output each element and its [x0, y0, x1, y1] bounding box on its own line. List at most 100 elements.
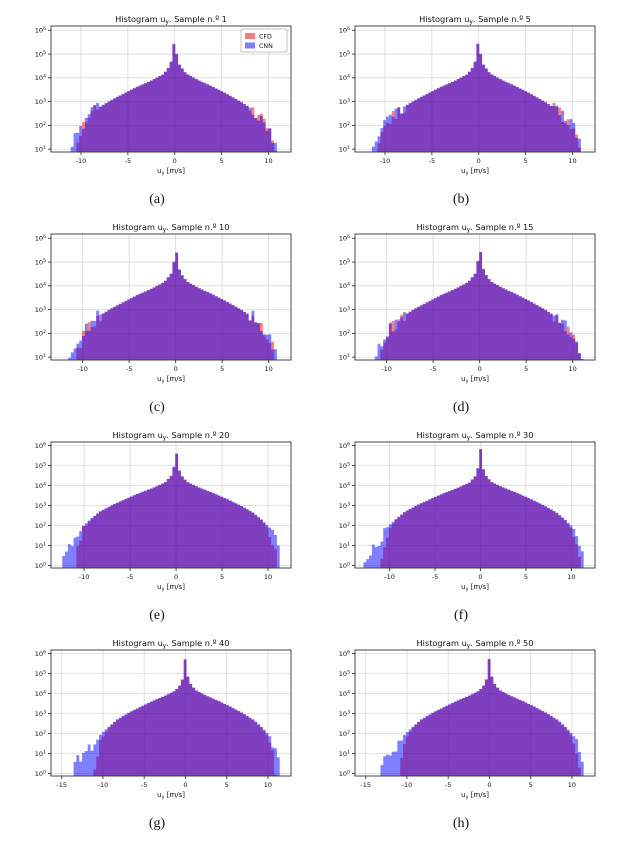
subplot-c-caption: (c)	[149, 400, 165, 415]
svg-text:101: 101	[339, 749, 350, 758]
svg-text:Histogram uy. Sample n.º 30: Histogram uy. Sample n.º 30	[417, 430, 534, 442]
histogram-chart-g: 100 101 102 103 104 105 106 -15 -10 -5 0 5 10 Histogr…	[6, 636, 306, 812]
svg-text:-5: -5	[429, 157, 435, 165]
svg-text:Histogram uy. Sample n.º 50: Histogram uy. Sample n.º 50	[417, 638, 534, 650]
svg-text:102: 102	[339, 329, 350, 338]
figure-row-1: 101 102 103 104 105 106 -10 -5 0 5 10 Histogram uy.…	[6, 12, 619, 220]
svg-text:106: 106	[339, 649, 350, 658]
cnn-legend-swatch	[245, 42, 255, 49]
subplot-e-caption: (e)	[149, 608, 165, 623]
svg-text:uy [m/s]: uy [m/s]	[461, 167, 489, 177]
svg-text:-5: -5	[125, 157, 131, 165]
svg-text:-10: -10	[384, 573, 395, 581]
figure-row-3: 100 101 102 103 104 105 106 -10 -5 0 5 10 Histogram …	[6, 428, 619, 636]
svg-text:10: 10	[264, 781, 272, 789]
svg-text:102: 102	[35, 121, 46, 130]
svg-text:-15: -15	[360, 781, 371, 789]
svg-text:-10: -10	[380, 157, 391, 165]
svg-text:-10: -10	[381, 365, 392, 373]
svg-text:106: 106	[35, 26, 46, 35]
subplot-c: 101 102 103 104 105 106 -10 -5 0 5 10 Histogram uy.…	[6, 220, 308, 428]
svg-text:-10: -10	[402, 781, 413, 789]
svg-text:uy [m/s]: uy [m/s]	[157, 375, 185, 385]
histogram-svg: 101 102 103 104 105 106 -10 -5 0 5 10 Histogram uy.…	[35, 14, 292, 177]
svg-text:-5: -5	[432, 573, 438, 581]
svg-text:106: 106	[35, 649, 46, 658]
svg-text:102: 102	[339, 521, 350, 530]
svg-text:103: 103	[339, 709, 350, 718]
svg-text:-5: -5	[127, 573, 133, 581]
svg-text:101: 101	[35, 541, 46, 550]
svg-text:-10: -10	[98, 781, 109, 789]
svg-text:0: 0	[487, 781, 491, 789]
svg-text:5: 5	[524, 365, 528, 373]
subplot-g: 100 101 102 103 104 105 106 -15 -10 -5 0 5 10 Histogr…	[6, 636, 308, 844]
svg-text:105: 105	[35, 50, 46, 59]
histogram-svg: 101 102 103 104 105 106 -10 -5 0 5 10 Histogram uy.…	[339, 14, 596, 177]
svg-text:104: 104	[339, 282, 350, 291]
subplot-g-caption: (g)	[148, 816, 166, 831]
subplot-b: 101 102 103 104 105 106 -10 -5 0 5 10 Histogram uy.…	[310, 12, 612, 220]
svg-text:uy [m/s]: uy [m/s]	[157, 583, 185, 593]
svg-text:101: 101	[339, 353, 350, 362]
histogram-svg: 101 102 103 104 105 106 -10 -5 0 5 10 Histogram uy.…	[339, 222, 596, 385]
subplot-d-caption: (d)	[452, 400, 470, 415]
svg-text:101: 101	[35, 353, 46, 362]
svg-text:103: 103	[35, 709, 46, 718]
histogram-chart-h: 100 101 102 103 104 105 106 -15 -10 -5 0 5 10 Histogr…	[310, 636, 610, 812]
svg-text:103: 103	[339, 305, 350, 314]
svg-text:105: 105	[339, 258, 350, 267]
svg-text:104: 104	[35, 481, 46, 490]
svg-text:0: 0	[477, 157, 481, 165]
histogram-svg: 100 101 102 103 104 105 106 -15 -10 -5 0 5 10 Histogr…	[339, 638, 596, 801]
svg-text:-10: -10	[76, 157, 87, 165]
histogram-chart-f: 100 101 102 103 104 105 106 -10 -5 0 5 10 Histogram …	[310, 428, 610, 604]
subplot-h-caption: (h)	[452, 816, 470, 831]
svg-text:103: 103	[339, 501, 350, 510]
svg-text:0: 0	[478, 365, 482, 373]
svg-text:104: 104	[35, 74, 46, 83]
svg-text:5: 5	[529, 781, 533, 789]
svg-text:104: 104	[339, 74, 350, 83]
svg-text:104: 104	[35, 282, 46, 291]
svg-text:10: 10	[264, 573, 272, 581]
svg-text:5: 5	[220, 365, 224, 373]
svg-text:5: 5	[524, 157, 528, 165]
histogram-chart-c: 101 102 103 104 105 106 -10 -5 0 5 10 Histogram uy.…	[6, 220, 306, 396]
svg-text:101: 101	[339, 145, 350, 154]
svg-text:105: 105	[35, 461, 46, 470]
svg-text:-5: -5	[141, 781, 147, 789]
svg-text:Histogram uy. Sample n.º 20: Histogram uy. Sample n.º 20	[113, 430, 230, 442]
subplot-b-caption: (b)	[452, 192, 470, 207]
svg-text:uy [m/s]: uy [m/s]	[461, 791, 489, 801]
svg-text:-10: -10	[79, 573, 90, 581]
svg-text:103: 103	[339, 97, 350, 106]
svg-text:10: 10	[265, 365, 273, 373]
svg-text:-10: -10	[77, 365, 88, 373]
svg-text:103: 103	[35, 305, 46, 314]
svg-text:104: 104	[35, 689, 46, 698]
svg-text:Histogram uy. Sample n.º 1: Histogram uy. Sample n.º 1	[115, 14, 227, 26]
svg-text:105: 105	[339, 461, 350, 470]
svg-text:100: 100	[35, 561, 46, 570]
svg-text:100: 100	[339, 561, 350, 570]
svg-text:5: 5	[225, 781, 229, 789]
svg-text:102: 102	[339, 121, 350, 130]
svg-text:101: 101	[35, 749, 46, 758]
svg-text:uy [m/s]: uy [m/s]	[157, 791, 185, 801]
subplot-d: 101 102 103 104 105 106 -10 -5 0 5 10 Histogram uy.…	[310, 220, 612, 428]
svg-text:Histogram uy. Sample n.º 15: Histogram uy. Sample n.º 15	[417, 222, 534, 234]
svg-text:0: 0	[174, 365, 178, 373]
svg-text:103: 103	[35, 501, 46, 510]
histogram-chart-e: 100 101 102 103 104 105 106 -10 -5 0 5 10 Histogram …	[6, 428, 306, 604]
subplot-h: 100 101 102 103 104 105 106 -15 -10 -5 0 5 10 Histogr…	[310, 636, 612, 844]
svg-text:106: 106	[35, 234, 46, 243]
svg-text:5: 5	[220, 573, 224, 581]
svg-text:10: 10	[567, 573, 575, 581]
subplot-f-caption: (f)	[454, 608, 468, 623]
svg-text:-5: -5	[445, 781, 451, 789]
histogram-svg: 101 102 103 104 105 106 -10 -5 0 5 10 Histogram uy.…	[35, 222, 292, 385]
svg-text:102: 102	[35, 521, 46, 530]
svg-text:5: 5	[524, 573, 528, 581]
